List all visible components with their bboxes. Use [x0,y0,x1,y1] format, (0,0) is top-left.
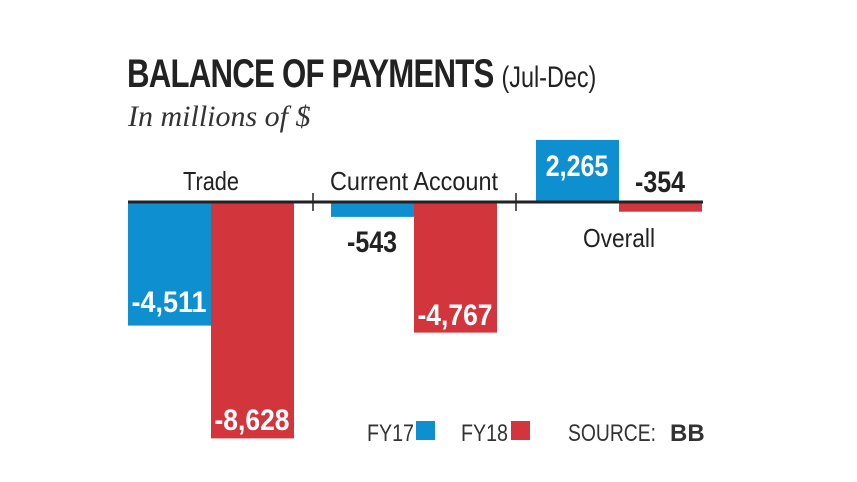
value-label: -354 [635,166,685,199]
bar-fy17-1 [331,202,414,217]
value-label: -4,767 [418,299,493,332]
bar-fy18-0 [211,202,294,439]
bar-fy18-2 [619,202,702,212]
title-text: BALANCE OF PAYMENTS [127,52,494,96]
value-label: -8,628 [215,404,290,437]
category-label: Trade [183,166,239,196]
legend-label: FY17 [367,420,414,447]
chart-title: BALANCE OF PAYMENTS (Jul-Dec) [127,52,596,97]
bar-fy17-2 [536,139,619,202]
value-label: -543 [347,226,397,259]
value-label: -4,511 [132,286,207,319]
source-label: SOURCE: [568,420,656,447]
category-label: Overall [583,223,655,253]
title-suffix: (Jul-Dec) [501,61,597,94]
bar-fy18-1 [414,202,497,333]
value-label: 2,265 [546,150,609,183]
legend-label: FY18 [461,420,508,447]
category-label: Current Account [330,166,499,196]
legend-swatch-fy17 [416,421,435,440]
source-value: BB [670,420,705,447]
chart-subtitle: In millions of $ [128,100,311,133]
bar-fy17-0 [128,202,211,326]
legend-swatch-fy18 [511,421,530,440]
